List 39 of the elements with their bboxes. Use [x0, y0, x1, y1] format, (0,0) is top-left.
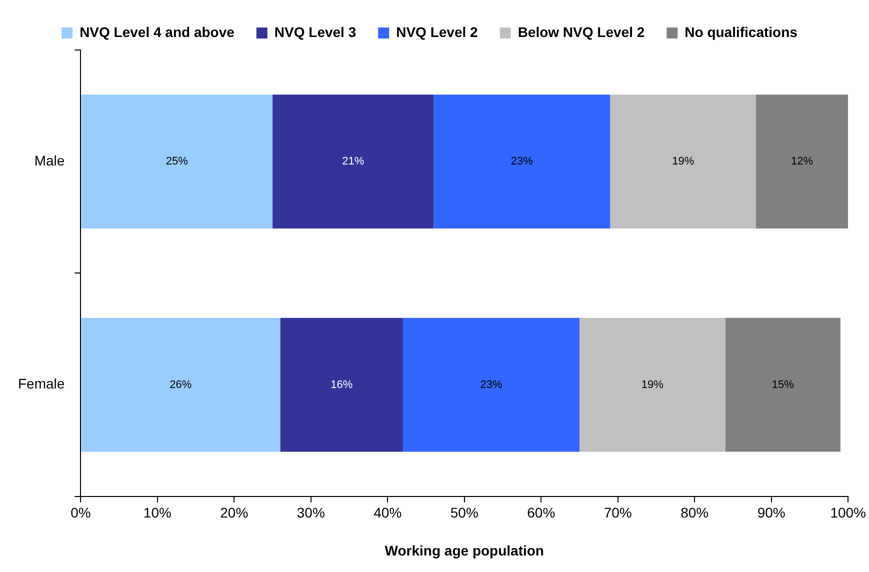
- bar: [81, 94, 273, 229]
- y-tick-label: Female: [18, 376, 65, 392]
- y-tick-label: Male: [34, 152, 65, 168]
- legend-label: NVQ Level 2: [396, 24, 478, 40]
- bar: [280, 318, 403, 452]
- x-tick-label: 90%: [757, 504, 786, 521]
- data-label: 21%: [342, 156, 364, 168]
- data-label: 15%: [772, 378, 794, 391]
- x-tick-label: 50%: [450, 504, 478, 521]
- data-label: 26%: [170, 378, 192, 391]
- bar: [725, 318, 840, 452]
- bar: [580, 318, 726, 452]
- data-label: 25%: [166, 156, 188, 168]
- x-tick-label: 30%: [296, 504, 325, 521]
- bar: [81, 318, 280, 452]
- data-label: 19%: [672, 156, 694, 168]
- bar: [272, 94, 434, 229]
- x-axis-title: Working age population: [384, 542, 544, 558]
- data-label: 16%: [330, 378, 353, 391]
- bar: [434, 94, 610, 229]
- data-label: 19%: [641, 378, 664, 391]
- legend-label: Below NVQ Level 2: [518, 24, 645, 40]
- x-tick-label: 60%: [527, 504, 556, 521]
- legend-label: No qualifications: [684, 24, 798, 40]
- x-tick-label: 10%: [143, 504, 172, 521]
- x-tick-label: 80%: [680, 504, 709, 521]
- data-label: 23%: [510, 156, 534, 168]
- bar: [756, 94, 848, 229]
- legend-label: NVQ Level 4 and above: [80, 24, 235, 40]
- data-label: 12%: [791, 156, 814, 168]
- bar: [610, 94, 756, 229]
- bar: [402, 318, 580, 452]
- x-tick-label: 20%: [220, 504, 248, 521]
- data-label: 23%: [480, 378, 502, 391]
- x-tick-label: 70%: [604, 504, 632, 521]
- x-tick-label: 40%: [374, 504, 402, 521]
- legend-label: NVQ Level 3: [274, 24, 356, 40]
- x-tick-label: 0%: [70, 504, 91, 521]
- x-tick-label: 100%: [830, 504, 866, 521]
